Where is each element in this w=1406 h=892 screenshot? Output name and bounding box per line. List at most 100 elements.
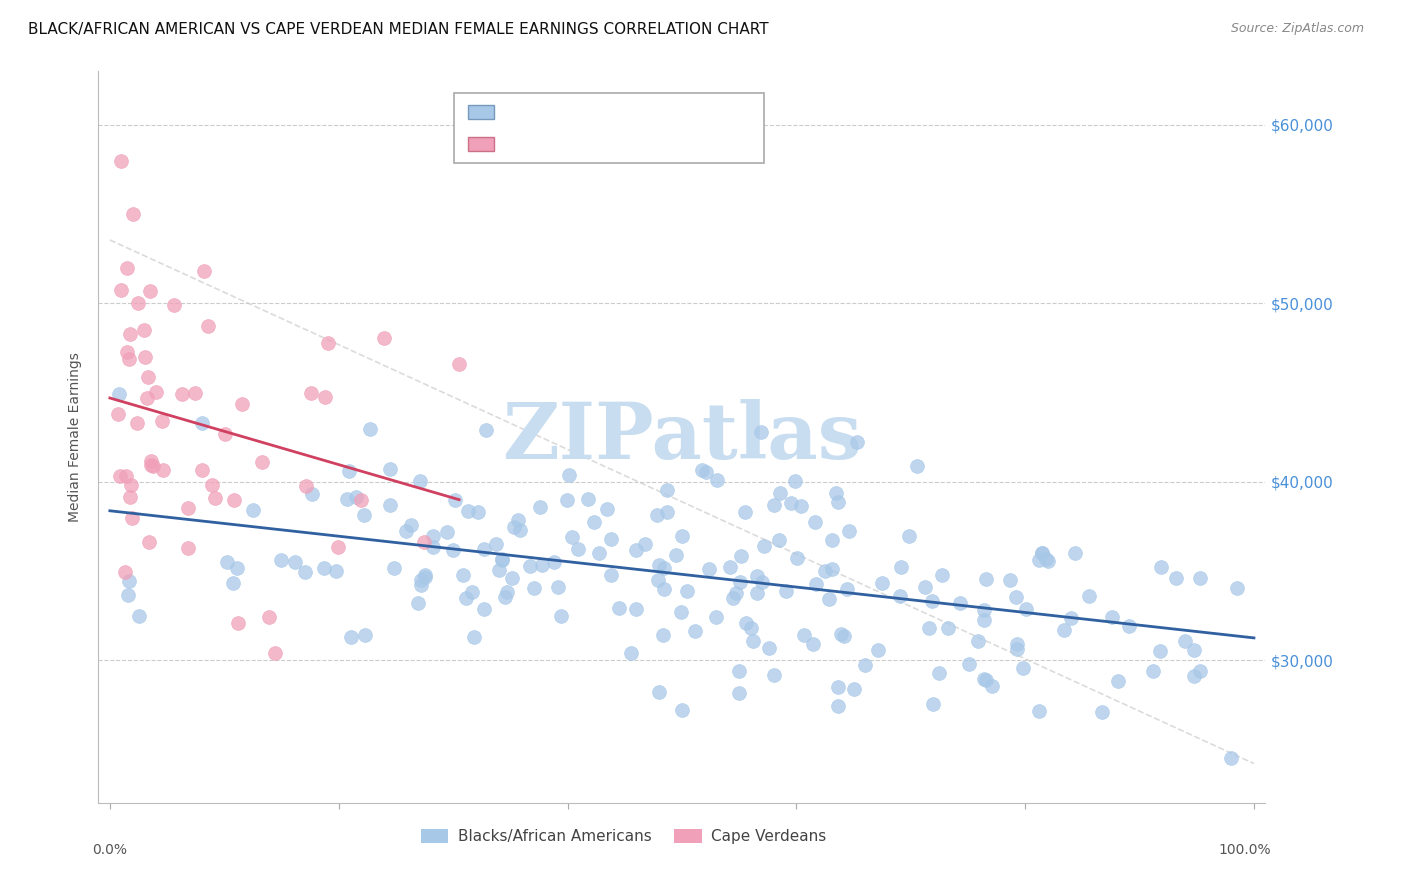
Point bbox=[301, 487, 323, 501]
Point bbox=[495, 584, 517, 599]
Point bbox=[928, 665, 950, 680]
Point bbox=[382, 561, 405, 575]
Point bbox=[214, 426, 236, 441]
Point bbox=[191, 462, 214, 476]
Point bbox=[1005, 637, 1028, 651]
Point bbox=[117, 588, 139, 602]
Point bbox=[231, 397, 253, 411]
Point bbox=[786, 550, 808, 565]
Point bbox=[889, 589, 911, 603]
Point bbox=[454, 591, 477, 606]
Point bbox=[413, 535, 436, 549]
Point bbox=[501, 571, 523, 585]
Point bbox=[1107, 674, 1129, 689]
Point bbox=[600, 568, 623, 582]
Point bbox=[145, 385, 167, 400]
Point bbox=[1004, 590, 1026, 604]
Point bbox=[752, 539, 775, 553]
Point bbox=[354, 628, 377, 642]
Point bbox=[529, 500, 551, 514]
Point bbox=[745, 569, 768, 583]
Point bbox=[801, 637, 824, 651]
Point bbox=[284, 555, 307, 569]
Point bbox=[163, 298, 186, 312]
Point bbox=[973, 613, 995, 627]
Point bbox=[804, 515, 827, 529]
Point bbox=[936, 622, 959, 636]
Point bbox=[474, 423, 496, 437]
Point bbox=[488, 563, 510, 577]
Point bbox=[827, 495, 849, 509]
Point bbox=[252, 455, 274, 469]
Point bbox=[676, 583, 699, 598]
Point bbox=[472, 601, 495, 615]
Point bbox=[217, 555, 239, 569]
Point bbox=[110, 469, 132, 483]
Point bbox=[837, 582, 859, 596]
Point bbox=[224, 492, 246, 507]
Point bbox=[523, 582, 546, 596]
Point bbox=[543, 555, 565, 569]
Point bbox=[582, 516, 605, 530]
Point bbox=[814, 564, 837, 578]
Point bbox=[125, 416, 148, 430]
Text: R =: R = bbox=[508, 136, 541, 152]
Point bbox=[624, 543, 647, 558]
Point bbox=[1101, 610, 1123, 624]
Point bbox=[491, 552, 513, 566]
Point bbox=[422, 540, 444, 554]
Point bbox=[596, 502, 619, 516]
Point bbox=[555, 493, 578, 508]
Point bbox=[138, 535, 160, 549]
Point bbox=[588, 545, 610, 559]
Point bbox=[506, 513, 529, 527]
Point bbox=[139, 285, 162, 299]
Point bbox=[949, 596, 972, 610]
Point bbox=[1035, 551, 1057, 566]
Point bbox=[204, 491, 226, 506]
Point bbox=[150, 413, 173, 427]
Point bbox=[436, 525, 458, 540]
Point bbox=[1078, 589, 1101, 603]
Point bbox=[472, 542, 495, 557]
Point bbox=[139, 454, 162, 468]
Point bbox=[530, 558, 553, 572]
Point bbox=[820, 562, 842, 576]
Point bbox=[832, 629, 855, 643]
Point bbox=[1189, 664, 1212, 678]
Point bbox=[406, 596, 429, 610]
Point bbox=[652, 582, 675, 596]
Point bbox=[222, 576, 245, 591]
Point bbox=[509, 523, 531, 537]
Point bbox=[697, 562, 720, 576]
Point bbox=[1150, 559, 1173, 574]
Point bbox=[340, 630, 363, 644]
Point bbox=[115, 260, 138, 275]
Point bbox=[228, 615, 250, 630]
Point bbox=[121, 207, 143, 221]
Point bbox=[827, 699, 849, 714]
Point bbox=[1091, 705, 1114, 719]
Point bbox=[1182, 669, 1205, 683]
Point bbox=[918, 621, 941, 635]
Point bbox=[1028, 553, 1050, 567]
Point bbox=[898, 529, 921, 543]
Point bbox=[344, 490, 367, 504]
Point bbox=[485, 536, 508, 550]
Point bbox=[422, 528, 444, 542]
Point bbox=[270, 552, 292, 566]
Point bbox=[177, 501, 200, 516]
Point bbox=[845, 434, 868, 449]
Text: ZIPatlas: ZIPatlas bbox=[502, 399, 862, 475]
Text: R =: R = bbox=[508, 104, 541, 120]
Point bbox=[441, 543, 464, 558]
Point bbox=[1174, 633, 1197, 648]
Point bbox=[547, 580, 569, 594]
Point bbox=[197, 318, 219, 333]
Point bbox=[830, 627, 852, 641]
Point bbox=[201, 478, 224, 492]
Point bbox=[768, 533, 790, 547]
Point bbox=[762, 668, 785, 682]
Text: N =: N = bbox=[624, 104, 668, 120]
Point bbox=[704, 610, 727, 624]
